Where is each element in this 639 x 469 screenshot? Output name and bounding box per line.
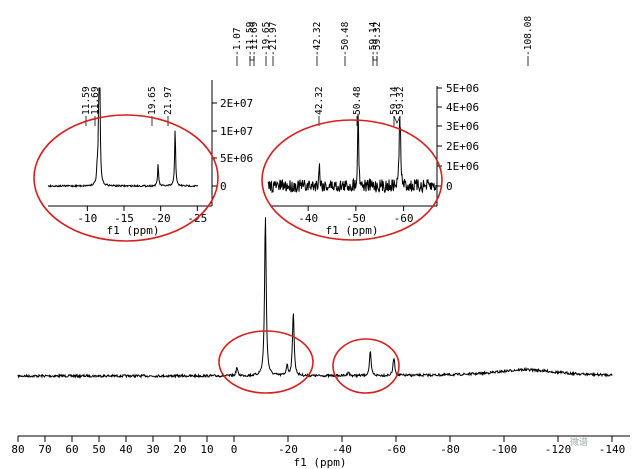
inset-right-x-tick-label: -60 xyxy=(394,212,414,225)
inset-right-y-tick-label: 1E+06 xyxy=(446,160,479,173)
inset-left-y-tick-label: 0 xyxy=(220,180,227,193)
main-x-tick-label: -80 xyxy=(440,443,460,456)
main-peak-label: -21.97 xyxy=(268,22,279,56)
main-peak-label: -50.48 xyxy=(340,21,351,56)
inset-left-x-axis-title: f1 (ppm) xyxy=(107,224,160,237)
inset-left-peak-label: 11.69 xyxy=(90,86,101,115)
main-x-tick-label: 10 xyxy=(200,443,213,456)
main-peak-label: -42.32 xyxy=(312,22,323,56)
inset-left-peak-label: 11.59 xyxy=(81,86,92,115)
main-peak-label: -59.32 xyxy=(372,22,383,56)
inset-left-x-tick-label: -10 xyxy=(77,212,97,225)
main-x-tick-label: -120 xyxy=(545,443,572,456)
inset-right-x-axis-title: f1 (ppm) xyxy=(326,224,379,237)
main-peak-label-bracket xyxy=(249,56,255,61)
inset-right-y-tick-label: 5E+06 xyxy=(446,82,479,95)
inset-left-highlight-ellipse xyxy=(33,114,219,242)
main-highlight-ellipse-left xyxy=(218,330,314,394)
inset-right-peak-label: 50.48 xyxy=(352,86,363,115)
inset-left-y-tick-label: 5E+06 xyxy=(220,152,253,165)
main-peak-label-bracket xyxy=(372,56,378,61)
main-x-tick-label: 30 xyxy=(146,443,159,456)
main-peak-label: -108.08 xyxy=(523,16,534,56)
inset-right-x-tick-label: -50 xyxy=(346,212,366,225)
main-peak-label: -59.14 xyxy=(368,21,379,56)
inset-right-y-tick-label: 3E+06 xyxy=(446,120,479,133)
inset-left-y-tick-label: 1E+07 xyxy=(220,125,253,138)
inset-right-peak-label: 42.32 xyxy=(314,86,325,115)
main-x-tick-label: 60 xyxy=(65,443,78,456)
inset-right-highlight-ellipse xyxy=(261,119,443,241)
inset-right-peak-label-bracket xyxy=(393,115,401,124)
main-peak-label: -11.69 xyxy=(249,21,260,56)
main-peak-label: -1.07 xyxy=(232,27,243,56)
main-x-tick-label: -40 xyxy=(332,443,352,456)
inset-right-peak-label: 59.14 xyxy=(389,86,400,115)
inset-right-spectrum-line xyxy=(267,113,437,194)
inset-left-x-tick-label: -15 xyxy=(114,212,134,225)
main-x-tick-label: 20 xyxy=(173,443,186,456)
main-x-tick-label: -20 xyxy=(278,443,298,456)
main-x-tick-label: -100 xyxy=(491,443,518,456)
highlight-ellipses xyxy=(33,114,443,394)
inset-right-y-tick-label: 0 xyxy=(446,180,453,193)
main-highlight-ellipse-right xyxy=(332,338,400,394)
inset-right-y-tick-label: 4E+06 xyxy=(446,101,479,114)
inset-right-panel: -40 -50 -60 f1 (ppm) 0 1E+06 2E+06 3E+06 4E+06 5E… xyxy=(267,82,479,237)
main-x-tick-label: 80 xyxy=(11,443,24,456)
main-spectrum-panel: 80 70 60 50 40 30 20 10 0 -20 -40 -60 -80 -100 -120 -14… xyxy=(11,16,630,469)
main-spectrum-line xyxy=(17,217,613,379)
main-x-axis-title: f1 (ppm) xyxy=(294,456,347,469)
main-x-tick-label: 40 xyxy=(119,443,132,456)
main-x-tick-label: -60 xyxy=(386,443,406,456)
main-x-tick-label: 0 xyxy=(231,443,238,456)
watermark-logo: 微谱 xyxy=(570,436,588,448)
inset-right-x-tick-label: -40 xyxy=(298,212,318,225)
main-x-tick-label: -140 xyxy=(599,443,626,456)
inset-right-y-tick-label: 2E+06 xyxy=(446,140,479,153)
main-peak-label: -19.65 xyxy=(261,22,272,56)
inset-left-y-tick-label: 2E+07 xyxy=(220,97,253,110)
inset-left-x-tick-label: -20 xyxy=(151,212,171,225)
main-x-tick-label: 50 xyxy=(92,443,105,456)
inset-left-peak-label: 19.65 xyxy=(147,86,158,115)
inset-right-peak-label: 59.32 xyxy=(395,86,406,115)
inset-left-peak-label: 21.97 xyxy=(163,86,174,115)
main-x-tick-label: 70 xyxy=(38,443,51,456)
inset-left-spectrum-line xyxy=(47,87,199,189)
main-peak-label: -11.59 xyxy=(245,21,256,56)
